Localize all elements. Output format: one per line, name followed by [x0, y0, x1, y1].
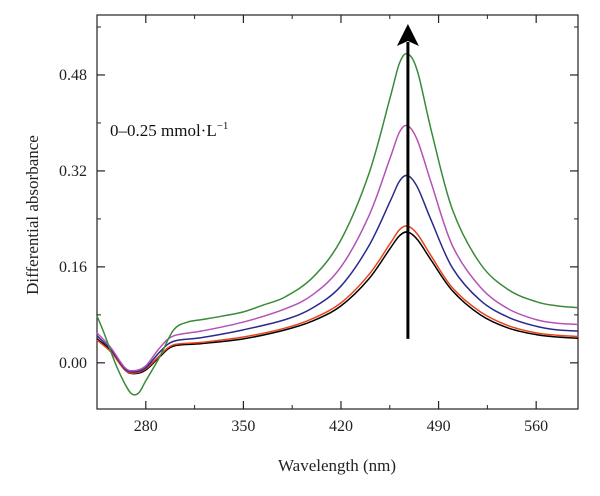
- x-tick-label: 420: [329, 418, 353, 435]
- y-tick-label: 0.48: [59, 67, 87, 84]
- y-tick-label: 0.16: [59, 259, 87, 276]
- x-tick-label: 490: [427, 418, 451, 435]
- plot-frame: [96, 14, 579, 410]
- series-line-2: [96, 225, 579, 374]
- y-axis-title: Differential absorbance: [23, 135, 42, 295]
- series-line-1: [96, 231, 579, 375]
- ticks-layer: [97, 15, 578, 409]
- y-tick-label: 0.32: [59, 163, 87, 180]
- arrow-layer: [396, 23, 419, 339]
- concentration-annotation: 0–0.25 mmol·L−1: [110, 120, 228, 140]
- y-tick-label: 0.00: [59, 355, 87, 372]
- x-axis-title: Wavelength (nm): [278, 456, 396, 475]
- annotation-text: 0–0.25 mmol·L: [110, 121, 217, 140]
- x-tick-label: 560: [524, 418, 548, 435]
- annotation-superscript: −1: [217, 120, 229, 132]
- x-tick-label: 280: [134, 418, 158, 435]
- series-layer: [96, 52, 579, 396]
- labels-layer: 280 350 420 490 560 0.00 0.16 0.32 0.48: [59, 67, 548, 435]
- arrow-head: [396, 23, 419, 46]
- series-line-3: [96, 174, 579, 373]
- series-line-4: [96, 124, 579, 372]
- x-tick-label: 350: [231, 418, 255, 435]
- series-line-5: [96, 52, 579, 396]
